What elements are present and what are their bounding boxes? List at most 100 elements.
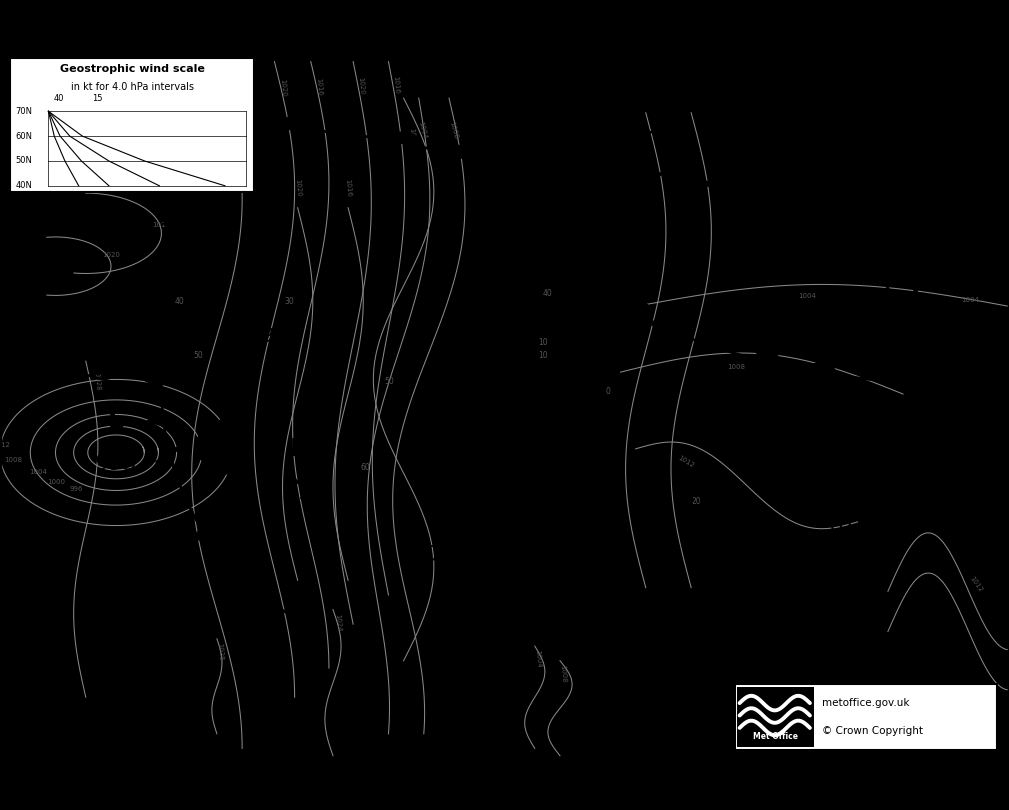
- Polygon shape: [155, 453, 173, 466]
- Polygon shape: [65, 368, 88, 381]
- Polygon shape: [181, 141, 198, 153]
- Text: L: L: [582, 587, 598, 611]
- Text: 1004: 1004: [29, 469, 47, 475]
- Polygon shape: [173, 179, 190, 191]
- Text: L: L: [910, 276, 926, 301]
- Polygon shape: [272, 117, 303, 130]
- Text: 1024: 1024: [334, 613, 342, 632]
- Polygon shape: [863, 370, 890, 382]
- Text: 1008: 1008: [727, 364, 746, 370]
- Polygon shape: [524, 353, 539, 363]
- Polygon shape: [587, 223, 611, 243]
- Text: 10: 10: [175, 194, 185, 203]
- Text: 1004: 1004: [961, 296, 979, 303]
- Text: L: L: [552, 529, 568, 552]
- Polygon shape: [254, 595, 271, 608]
- Text: 1015: 1015: [269, 484, 326, 503]
- Text: 1012: 1012: [969, 575, 984, 593]
- Text: 1020: 1020: [294, 178, 302, 197]
- Polygon shape: [162, 219, 180, 232]
- Text: 1006: 1006: [411, 545, 467, 565]
- Text: 1004: 1004: [417, 121, 427, 140]
- Polygon shape: [23, 346, 44, 360]
- Text: 1020: 1020: [357, 77, 364, 95]
- Text: 1016: 1016: [668, 531, 724, 551]
- Polygon shape: [487, 229, 501, 248]
- Text: 1004: 1004: [534, 650, 542, 668]
- Text: 1016: 1016: [344, 178, 352, 197]
- Polygon shape: [624, 130, 636, 139]
- Polygon shape: [701, 336, 728, 351]
- Text: L: L: [532, 445, 548, 468]
- Polygon shape: [499, 165, 527, 182]
- Polygon shape: [499, 274, 514, 284]
- Text: Met Office: Met Office: [753, 732, 798, 741]
- Polygon shape: [154, 258, 172, 271]
- Text: 1016: 1016: [152, 222, 171, 228]
- Text: 1020: 1020: [278, 78, 287, 96]
- Polygon shape: [791, 211, 805, 223]
- Text: Forecast chart (T+24) valid 18 UTC Fri 26 Apr 2024: Forecast chart (T+24) valid 18 UTC Fri 2…: [10, 47, 240, 56]
- Polygon shape: [218, 564, 236, 576]
- Text: 1028: 1028: [216, 642, 224, 661]
- Text: 60: 60: [360, 463, 370, 471]
- Polygon shape: [807, 362, 835, 375]
- Text: L: L: [562, 360, 578, 385]
- Text: L: L: [483, 295, 499, 319]
- Text: 50: 50: [193, 351, 203, 360]
- Text: 1020: 1020: [102, 252, 120, 258]
- Text: 993: 993: [95, 454, 137, 474]
- Text: 1004: 1004: [512, 491, 568, 510]
- Polygon shape: [651, 318, 677, 334]
- Text: 40: 40: [543, 289, 553, 298]
- Text: © Crown Copyright: © Crown Copyright: [822, 727, 923, 736]
- Polygon shape: [747, 194, 761, 205]
- Text: 50N: 50N: [15, 156, 32, 165]
- Text: 1008: 1008: [448, 121, 459, 140]
- Bar: [735, 684, 997, 750]
- Text: 1028: 1028: [93, 372, 100, 390]
- Text: 998: 998: [897, 322, 939, 343]
- Polygon shape: [586, 145, 598, 155]
- Polygon shape: [146, 335, 162, 348]
- Text: 1016: 1016: [391, 76, 400, 95]
- Text: 1008: 1008: [559, 664, 567, 683]
- Polygon shape: [145, 374, 161, 387]
- Polygon shape: [170, 492, 188, 504]
- Text: 60N: 60N: [15, 132, 32, 141]
- Text: 998: 998: [470, 341, 513, 360]
- Text: L: L: [290, 437, 306, 461]
- Polygon shape: [331, 123, 361, 135]
- Polygon shape: [546, 499, 563, 510]
- Text: 40: 40: [53, 93, 64, 103]
- Polygon shape: [647, 172, 662, 183]
- Polygon shape: [574, 574, 591, 586]
- Text: 1004: 1004: [798, 293, 816, 299]
- Polygon shape: [215, 116, 245, 127]
- Polygon shape: [560, 537, 576, 548]
- Text: 40N: 40N: [15, 181, 32, 190]
- Polygon shape: [190, 529, 209, 540]
- Polygon shape: [861, 264, 877, 274]
- Text: 1009: 1009: [562, 633, 619, 653]
- Text: 1017: 1017: [824, 516, 881, 536]
- Text: 20: 20: [691, 497, 701, 506]
- Text: H: H: [843, 470, 863, 494]
- Text: 70N: 70N: [15, 107, 32, 116]
- Polygon shape: [298, 620, 314, 634]
- Polygon shape: [619, 684, 635, 697]
- Text: 30: 30: [285, 296, 295, 305]
- Polygon shape: [633, 301, 651, 322]
- Polygon shape: [521, 373, 540, 391]
- Polygon shape: [495, 310, 512, 329]
- Text: metoffice.gov.uk: metoffice.gov.uk: [822, 697, 909, 707]
- Polygon shape: [828, 236, 844, 246]
- Text: L: L: [431, 499, 447, 523]
- Text: in kt for 4.0 hPa intervals: in kt for 4.0 hPa intervals: [71, 82, 194, 92]
- Text: 40: 40: [175, 296, 185, 305]
- Polygon shape: [625, 723, 641, 735]
- Polygon shape: [616, 260, 637, 281]
- Text: 996: 996: [70, 486, 83, 492]
- Text: 25: 25: [89, 194, 99, 203]
- Polygon shape: [606, 648, 624, 659]
